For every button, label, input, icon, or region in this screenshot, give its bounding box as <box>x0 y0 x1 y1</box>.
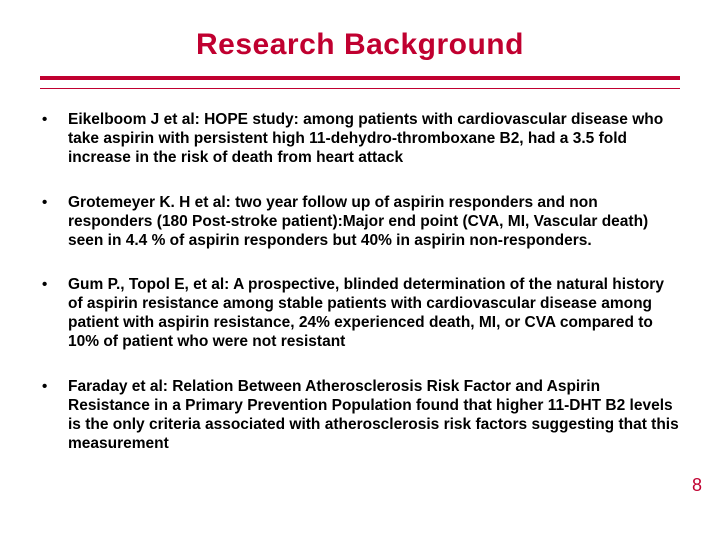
slide: Research Background • Eikelboom J et al:… <box>0 0 720 540</box>
bullet-list: • Eikelboom J et al: HOPE study: among p… <box>40 111 680 454</box>
divider-thin <box>40 88 680 89</box>
body-area: • Eikelboom J et al: HOPE study: among p… <box>40 111 680 454</box>
divider-thick <box>40 76 680 80</box>
slide-title: Research Background <box>0 28 720 62</box>
bullet-icon: • <box>40 378 68 396</box>
title-area: Research Background <box>0 0 720 76</box>
list-item: • Grotemeyer K. H et al: two year follow… <box>40 194 680 251</box>
bullet-text: Gum P., Topol E, et al: A prospective, b… <box>68 276 680 352</box>
page-number: 8 <box>692 475 702 496</box>
list-item: • Faraday et al: Relation Between Athero… <box>40 378 680 454</box>
bullet-icon: • <box>40 194 68 212</box>
bullet-icon: • <box>40 276 68 294</box>
bullet-icon: • <box>40 111 68 129</box>
list-item: • Gum P., Topol E, et al: A prospective,… <box>40 276 680 352</box>
bullet-text: Faraday et al: Relation Between Atherosc… <box>68 378 680 454</box>
bullet-text: Eikelboom J et al: HOPE study: among pat… <box>68 111 680 168</box>
bullet-text: Grotemeyer K. H et al: two year follow u… <box>68 194 680 251</box>
list-item: • Eikelboom J et al: HOPE study: among p… <box>40 111 680 168</box>
